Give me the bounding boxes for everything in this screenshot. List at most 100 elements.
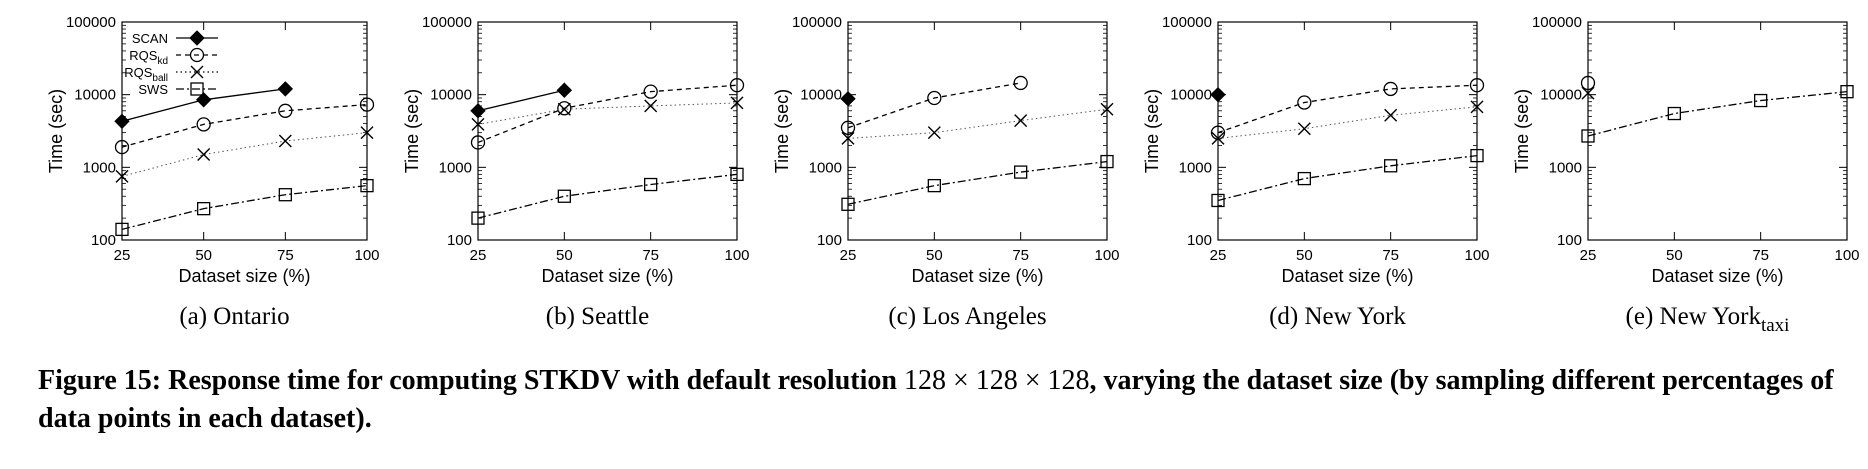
x-tick-label: 50 <box>1296 247 1313 264</box>
data-point <box>557 102 571 116</box>
caption-math: 128 × 128 × 128 <box>903 365 1090 396</box>
legend-label-subscript: ball <box>152 73 168 84</box>
y-tick-label: 100000 <box>792 14 842 31</box>
data-point <box>1580 75 1596 91</box>
data-point <box>1211 131 1225 145</box>
series-rqskd <box>1580 75 1596 91</box>
data-point <box>197 202 211 216</box>
x-tick-label: 100 <box>354 247 379 264</box>
data-point <box>1667 106 1681 121</box>
plot-frame <box>121 21 368 241</box>
caption-part-1: Figure 15: Response time for computing S… <box>38 365 897 396</box>
series-rqsball <box>115 126 374 183</box>
x-tick-label: 100 <box>724 247 749 264</box>
chart-panel-1: 100 1000 10000 100000 25 50 75 100 Dataset size … <box>46 14 380 330</box>
data-point <box>1754 93 1768 108</box>
plot-frame <box>1587 21 1848 241</box>
chart-panel-3: 100 1000 10000 100000 25 50 75 100 Dataset size … <box>772 14 1120 330</box>
data-point <box>927 178 941 193</box>
data-point <box>115 222 129 237</box>
series-line <box>477 173 738 219</box>
data-point <box>1840 85 1854 99</box>
legend-label: SCAN <box>132 31 168 46</box>
data-point <box>197 148 211 162</box>
y-tick-label: 1000 <box>1179 159 1212 176</box>
y-tick-label: 100000 <box>66 14 116 31</box>
data-point <box>644 177 658 192</box>
x-tick-label: 100 <box>1094 247 1119 264</box>
data-point <box>470 135 486 150</box>
x-tick-label: 25 <box>840 247 857 264</box>
data-point <box>1014 165 1028 179</box>
subfigure-caption: (a) Ontario <box>179 303 289 330</box>
data-point <box>278 103 293 118</box>
data-point <box>1383 81 1398 97</box>
x-tick-label: 50 <box>195 247 212 264</box>
y-tick-label: 100000 <box>1532 14 1582 31</box>
y-tick-label: 1000 <box>1549 159 1582 176</box>
caption-part-2: , varying the dataset size (by sampling … <box>38 365 1834 434</box>
data-point <box>115 169 129 183</box>
legend-marker <box>190 82 204 96</box>
plot-frame <box>847 21 1108 241</box>
x-tick-label: 50 <box>926 247 943 264</box>
y-tick-label: 100 <box>91 232 116 249</box>
series-line <box>1217 154 1478 202</box>
series-sws <box>471 167 744 225</box>
series-scan <box>114 81 294 130</box>
data-point <box>114 113 130 130</box>
subfigure-caption-subscript: taxi <box>1761 315 1790 336</box>
data-point <box>1100 154 1114 169</box>
data-point <box>196 117 211 132</box>
data-point <box>840 90 856 107</box>
y-tick-label: 100000 <box>422 14 472 31</box>
series-line <box>847 82 1021 129</box>
data-point <box>1581 129 1595 143</box>
x-tick-label: 75 <box>1752 247 1769 264</box>
subfigure-caption: (b) Seattle <box>546 303 649 330</box>
chart-panel-2: 100 1000 10000 100000 25 50 75 100 Dataset size … <box>402 14 750 330</box>
data-point <box>927 126 941 140</box>
data-point <box>841 197 855 211</box>
data-point <box>1297 122 1311 136</box>
data-point <box>729 78 745 93</box>
series-scan <box>840 90 856 107</box>
data-point <box>557 101 572 116</box>
data-point <box>1581 86 1595 100</box>
data-point <box>471 117 485 131</box>
x-tick-label: 100 <box>1834 247 1859 264</box>
series-scan <box>470 82 573 119</box>
x-axis-label: Dataset size (%) <box>178 266 310 286</box>
series-sws <box>115 178 374 237</box>
data-point <box>1100 102 1114 116</box>
series-rqskd <box>114 97 375 155</box>
series-line <box>121 184 368 231</box>
chart-panel-5: 100 1000 10000 100000 25 50 75 100 Dataset size … <box>1512 14 1860 336</box>
data-point <box>1013 75 1028 91</box>
data-point <box>278 188 292 202</box>
legend-item-4: SWS <box>138 82 218 97</box>
data-point <box>195 92 212 108</box>
series-scan <box>1210 86 1226 103</box>
y-tick-label: 10000 <box>800 87 842 104</box>
data-point <box>730 96 744 110</box>
series-rqsball <box>471 96 744 131</box>
series-sws <box>1211 148 1484 208</box>
data-point <box>470 103 486 119</box>
y-tick-label: 100 <box>447 232 472 249</box>
y-tick-label: 1000 <box>439 159 472 176</box>
series-line <box>847 108 1108 139</box>
subfigure-caption: (e) New Yorktaxi <box>1626 303 1790 336</box>
y-tick-label: 100000 <box>1162 14 1212 31</box>
series-line <box>121 132 368 177</box>
x-tick-label: 25 <box>1580 247 1597 264</box>
x-tick-label: 75 <box>1012 247 1029 264</box>
data-point <box>278 134 292 148</box>
y-axis-label: Time (sec) <box>772 89 792 173</box>
data-point <box>927 90 942 106</box>
data-point <box>277 81 294 97</box>
y-tick-label: 100 <box>1557 232 1582 249</box>
series-line <box>477 102 738 125</box>
